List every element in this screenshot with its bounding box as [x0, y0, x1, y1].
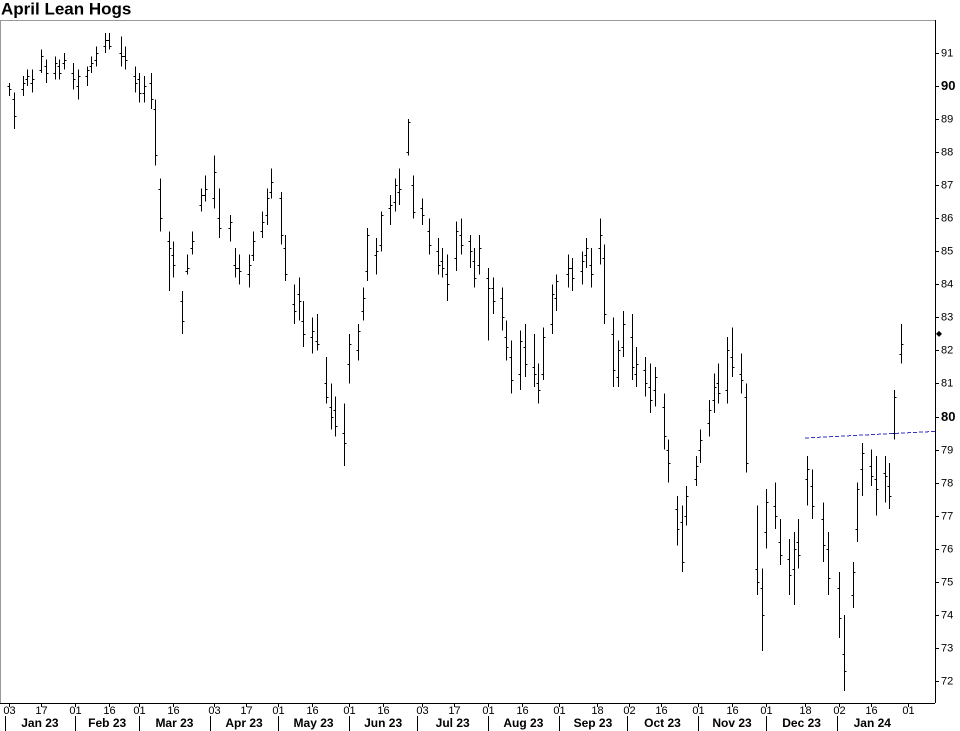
y-tick-label: 77 — [941, 510, 953, 522]
y-tick-label: 84 — [941, 278, 953, 290]
y-tick-label: 81 — [941, 377, 953, 389]
x-tick-label: 01 — [902, 705, 914, 717]
month-label: Apr 23 — [225, 716, 263, 730]
x-tick-label: 16 — [516, 705, 528, 717]
y-tick-label: 80 — [941, 409, 955, 424]
chart-title: April Lean Hogs — [1, 0, 131, 18]
month-label: Jul 23 — [436, 716, 470, 730]
x-tick-label: 16 — [655, 705, 667, 717]
month-label: Dec 23 — [782, 716, 821, 730]
x-tick-label: 16 — [865, 705, 877, 717]
y-tick-label: 78 — [941, 477, 953, 489]
y-tick-label: 87 — [941, 179, 953, 191]
x-tick-label: 16 — [167, 705, 179, 717]
x-tick-label: 16 — [377, 705, 389, 717]
y-tick-label: 85 — [941, 245, 953, 257]
y-tick-label: 91 — [941, 47, 953, 59]
month-label: Feb 23 — [88, 716, 126, 730]
x-tick-label: 01 — [482, 705, 494, 717]
month-label: Jan 24 — [854, 716, 892, 730]
y-tick-label: 76 — [941, 543, 953, 555]
x-tick-label: 16 — [726, 705, 738, 717]
y-tick-label: 88 — [941, 146, 953, 158]
x-tick-label: 01 — [272, 705, 284, 717]
x-tick-label: 02 — [833, 705, 845, 717]
x-tick-label: 17 — [448, 705, 460, 717]
x-tick-label: 01 — [133, 705, 145, 717]
y-tick-label: 79 — [941, 444, 953, 456]
month-label: Jan 23 — [21, 716, 59, 730]
y-tick-label: 83 — [941, 311, 953, 323]
x-tick-label: 17 — [35, 705, 47, 717]
y-tick-label: 86 — [941, 212, 953, 224]
y-tick-label: 89 — [941, 113, 953, 125]
y-tick-label: 72 — [941, 675, 953, 687]
x-tick-label: 01 — [692, 705, 704, 717]
x-tick-label: 17 — [240, 705, 252, 717]
y-tick-label: 82 — [941, 344, 953, 356]
y-tick-label: 90 — [941, 78, 955, 93]
x-tick-label: 01 — [760, 705, 772, 717]
month-label: Aug 23 — [503, 716, 543, 730]
y-tick-label: 75 — [941, 576, 953, 588]
trendline — [804, 430, 936, 439]
x-tick-label: 03 — [208, 705, 220, 717]
month-label: May 23 — [294, 716, 334, 730]
y-tick-label: 73 — [941, 642, 953, 654]
y-tick-label: 74 — [941, 609, 953, 621]
month-label: Oct 23 — [644, 716, 681, 730]
x-tick-label: 01 — [343, 705, 355, 717]
month-label: Jun 23 — [364, 716, 402, 730]
x-tick-label: 01 — [69, 705, 81, 717]
x-tick-label: 16 — [306, 705, 318, 717]
last-price-marker — [936, 330, 942, 337]
month-label: Nov 23 — [712, 716, 752, 730]
x-tick-label: 18 — [591, 705, 603, 717]
x-tick-label: 16 — [103, 705, 115, 717]
month-label: Sep 23 — [574, 716, 613, 730]
month-label: Mar 23 — [155, 716, 193, 730]
x-tick-label: 03 — [3, 705, 15, 717]
x-tick-label: 18 — [799, 705, 811, 717]
x-tick-label: 02 — [623, 705, 635, 717]
x-tick-label: 03 — [416, 705, 428, 717]
x-tick-label: 01 — [553, 705, 565, 717]
